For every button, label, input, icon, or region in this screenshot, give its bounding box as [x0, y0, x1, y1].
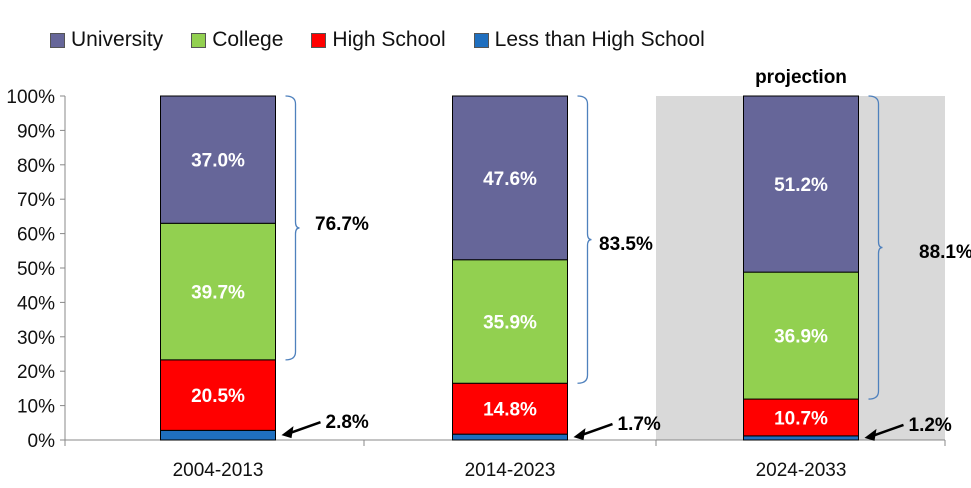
- x-tick-label: 2004-2013: [173, 460, 264, 481]
- bar-value-label: 20.5%: [191, 386, 245, 407]
- bar-segment-high-school: [452, 382, 568, 435]
- legend-swatch-college: [191, 32, 207, 48]
- y-tick-label: 80%: [17, 156, 55, 177]
- bar-segment-college: [452, 259, 568, 384]
- bracket: [285, 95, 300, 361]
- y-tick-label: 10%: [17, 397, 55, 418]
- bar-value-label: 35.9%: [483, 312, 537, 333]
- bar-value-label: 14.8%: [483, 400, 537, 421]
- legend-label-university: University: [71, 28, 164, 51]
- legend-label-college: College: [212, 28, 284, 51]
- arrow-head: [864, 428, 877, 441]
- bar-value-label: 37.0%: [191, 151, 245, 172]
- bar-segment-less-than-high-school: [743, 435, 859, 441]
- bar-segment-less-than-high-school: [452, 433, 568, 441]
- legend-label-high-school: High School: [332, 28, 446, 51]
- bar-segment-university: [160, 95, 276, 224]
- y-tick-label: 40%: [17, 293, 55, 314]
- arrow-line: [581, 422, 613, 437]
- bar-segment-university: [452, 95, 568, 261]
- y-tick-label: 30%: [17, 328, 55, 349]
- bar-segment-high-school: [743, 398, 859, 437]
- legend-item-college: College: [191, 28, 283, 52]
- chart-legend: University College High School Less than…: [50, 28, 733, 52]
- bar-segment-high-school: [160, 359, 276, 431]
- legend-label-less-than-high-school: Less than High School: [494, 28, 705, 51]
- legend-swatch-university: [50, 32, 65, 48]
- legend-item-less-than-high-school: Less than High School: [473, 28, 705, 52]
- arrow-line: [289, 421, 321, 435]
- bracket-total-label: 88.1%: [919, 242, 971, 263]
- y-tick-label: 90%: [17, 121, 55, 142]
- bar-segment-university: [743, 95, 859, 273]
- arrow-head: [573, 428, 586, 441]
- y-tick-label: 50%: [17, 259, 55, 280]
- small-value-label: 1.7%: [618, 414, 661, 435]
- legend-swatch-high-school: [311, 32, 327, 48]
- small-value-label: 1.2%: [909, 415, 952, 436]
- y-tick-label: 20%: [17, 362, 55, 383]
- legend-swatch-less-than-high-school: [473, 32, 489, 48]
- y-tick-label: 70%: [17, 190, 55, 211]
- arrow-line: [872, 423, 904, 438]
- bar-segment-college: [743, 271, 859, 400]
- y-tick-label: 100%: [6, 87, 55, 108]
- bracket-total-label: 83.5%: [599, 234, 653, 255]
- bracket: [868, 95, 883, 400]
- bar-value-label: 39.7%: [191, 283, 245, 304]
- y-tick-label: 60%: [17, 225, 55, 246]
- x-tick-label: 2024-2033: [756, 460, 847, 481]
- small-value-label: 2.8%: [326, 412, 369, 433]
- bar-value-label: 47.6%: [483, 169, 537, 190]
- bar-value-label: 51.2%: [774, 175, 828, 196]
- bracket-total-label: 76.7%: [315, 214, 369, 235]
- bar-value-label: 10.7%: [774, 408, 828, 429]
- x-tick-label: 2014-2023: [465, 460, 556, 481]
- bar-value-label: 36.9%: [774, 327, 828, 348]
- projection-label: projection: [755, 67, 847, 88]
- bar-segment-less-than-high-school: [160, 429, 276, 441]
- y-tick-label: 0%: [28, 431, 56, 452]
- legend-item-university: University: [50, 28, 163, 52]
- bracket: [577, 95, 592, 384]
- arrow-head: [281, 426, 294, 439]
- legend-item-high-school: High School: [311, 28, 446, 52]
